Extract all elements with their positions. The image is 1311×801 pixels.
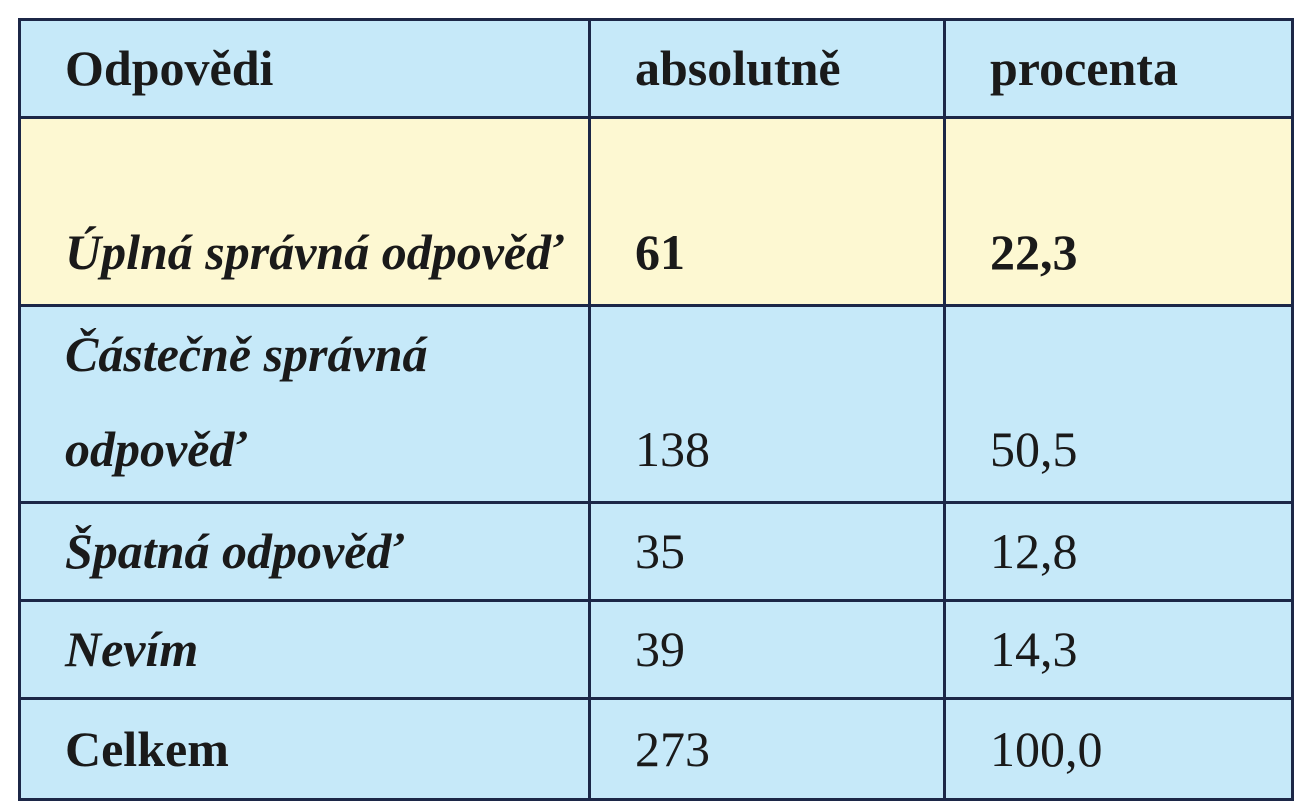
percent-cell: 100,0	[943, 697, 1294, 801]
percent-cell: 22,3	[943, 116, 1294, 307]
percent-cell: 14,3	[943, 599, 1294, 700]
absolute-cell: 39	[588, 599, 946, 700]
row-label: Špatná odpověď	[18, 501, 591, 602]
row-label: Částečně správná odpověď	[18, 304, 591, 504]
percent-cell: 50,5	[943, 304, 1294, 504]
row-label: Úplná správná odpověď	[18, 116, 591, 307]
table-row: Špatná odpověď 35 12,8	[18, 501, 1294, 602]
header-cell: Odpovědi	[18, 18, 591, 119]
row-label: Nevím	[18, 599, 591, 700]
percent-cell: 12,8	[943, 501, 1294, 602]
table-row: Nevím 39 14,3	[18, 599, 1294, 700]
absolute-cell: 61	[588, 116, 946, 307]
header-cell: absolutně	[588, 18, 946, 119]
absolute-cell: 273	[588, 697, 946, 801]
header-cell: procenta	[943, 18, 1294, 119]
table-row: Úplná správná odpověď 61 22,3	[18, 116, 1294, 307]
header-row: Odpovědi absolutně procenta	[18, 18, 1294, 119]
row-label: Celkem	[18, 697, 591, 801]
total-row: Celkem 273 100,0	[18, 697, 1294, 801]
results-table: Odpovědi absolutně procenta Úplná správn…	[18, 18, 1294, 801]
absolute-cell: 35	[588, 501, 946, 602]
absolute-cell: 138	[588, 304, 946, 504]
table-row: Částečně správná odpověď 138 50,5	[18, 304, 1294, 504]
